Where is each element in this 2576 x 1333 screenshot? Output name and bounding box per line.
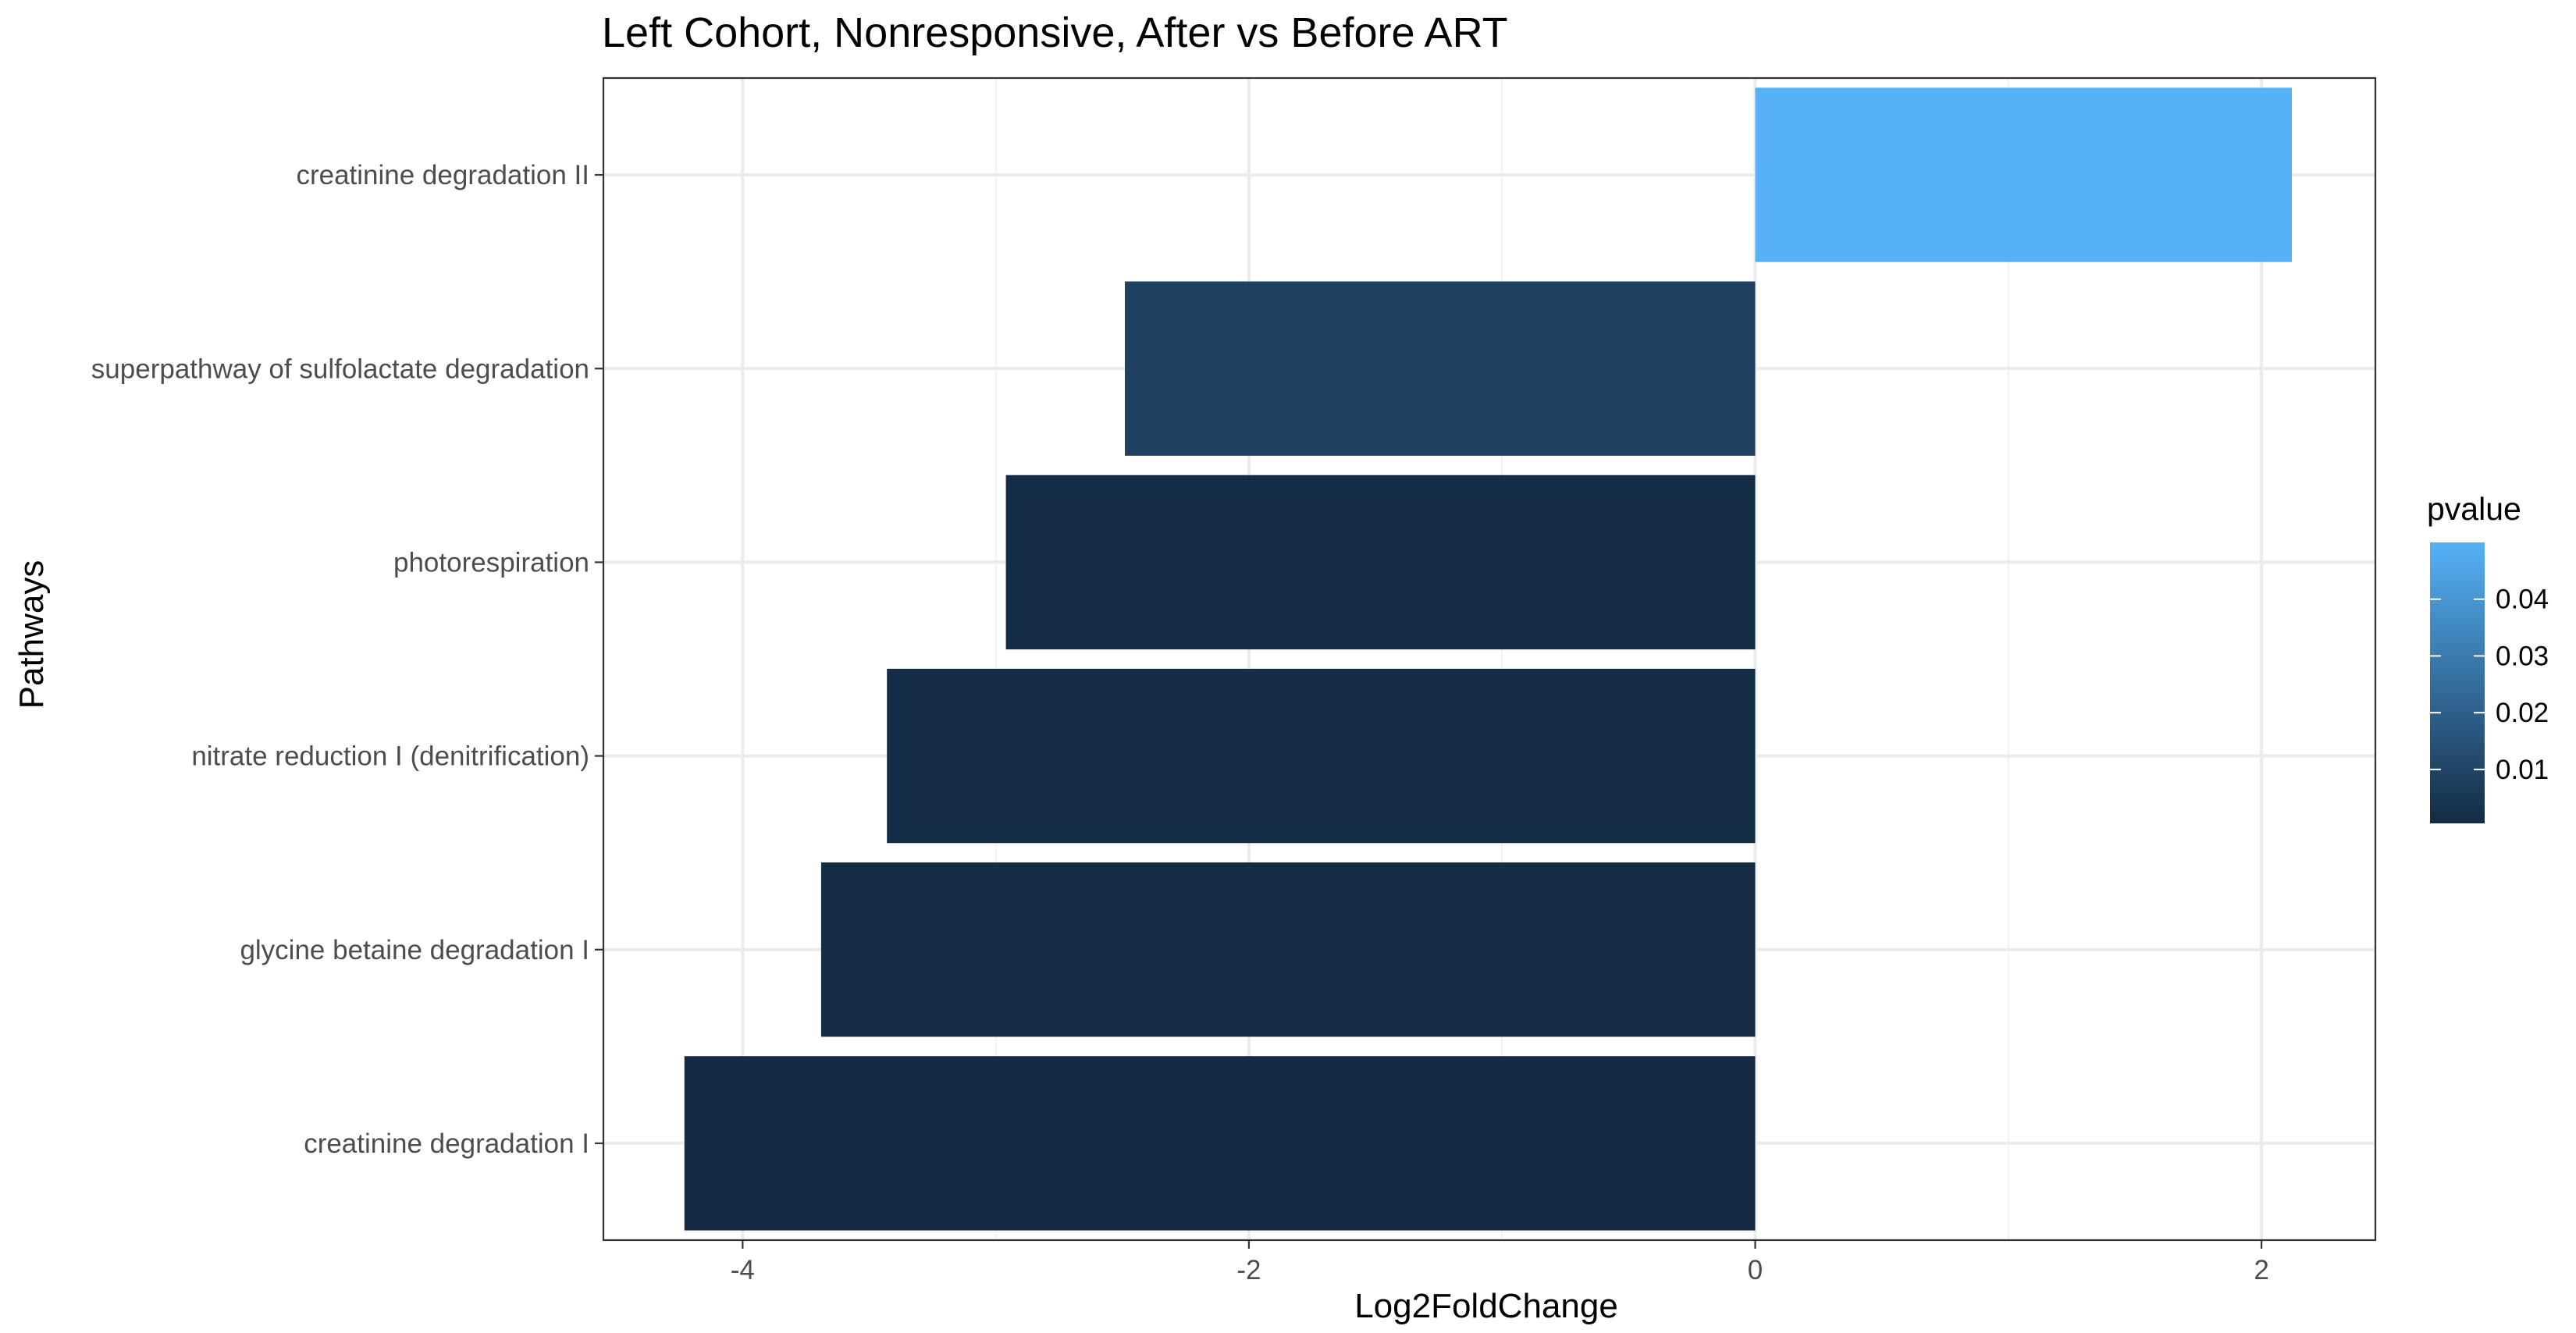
y-tick-label: nitrate reduction I (denitrification) <box>191 741 589 772</box>
legend: pvalue 0.01 0.02 0.03 0.04 <box>2427 491 2549 823</box>
x-tick-label: 2 <box>2254 1255 2268 1285</box>
legend-tick-label: 0.04 <box>2496 585 2549 615</box>
panel-border <box>602 76 2377 1242</box>
y-tick-label: creatinine degradation II <box>296 160 589 190</box>
bar <box>887 668 1756 844</box>
bar <box>1755 87 2292 262</box>
bar <box>684 1056 1756 1231</box>
x-axis: -4 -2 0 2 <box>731 1240 2269 1285</box>
legend-colorbar <box>2430 542 2485 823</box>
legend-tick-label: 0.01 <box>2496 755 2549 785</box>
x-tick-label: -2 <box>1236 1255 1261 1285</box>
y-axis-title: Pathways <box>12 560 51 709</box>
x-axis-title: Log2FoldChange <box>1354 1287 1618 1325</box>
y-tick-label: photorespiration <box>393 547 589 578</box>
x-tick-label: 0 <box>1748 1255 1763 1285</box>
y-axis: creatinine degradation II superpathway of… <box>91 160 603 1159</box>
y-tick-label: creatinine degradation I <box>304 1129 589 1159</box>
y-tick-label: glycine betaine degradation I <box>240 935 589 965</box>
chart-title: Left Cohort, Nonresponsive, After vs Bef… <box>602 9 1508 56</box>
legend-tick-label: 0.03 <box>2496 641 2549 671</box>
legend-title: pvalue <box>2427 491 2521 527</box>
y-tick-label: superpathway of sulfolactate degradation <box>91 354 589 384</box>
legend-tick-label: 0.02 <box>2496 698 2549 728</box>
bar <box>820 862 1756 1037</box>
bar <box>1125 281 1756 456</box>
bars <box>684 87 2292 1231</box>
bar <box>1005 475 1756 650</box>
x-tick-label: -4 <box>731 1255 755 1285</box>
